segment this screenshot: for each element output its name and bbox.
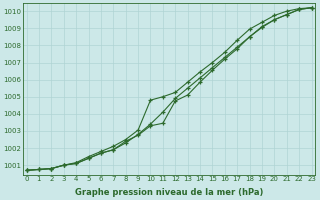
- X-axis label: Graphe pression niveau de la mer (hPa): Graphe pression niveau de la mer (hPa): [75, 188, 263, 197]
